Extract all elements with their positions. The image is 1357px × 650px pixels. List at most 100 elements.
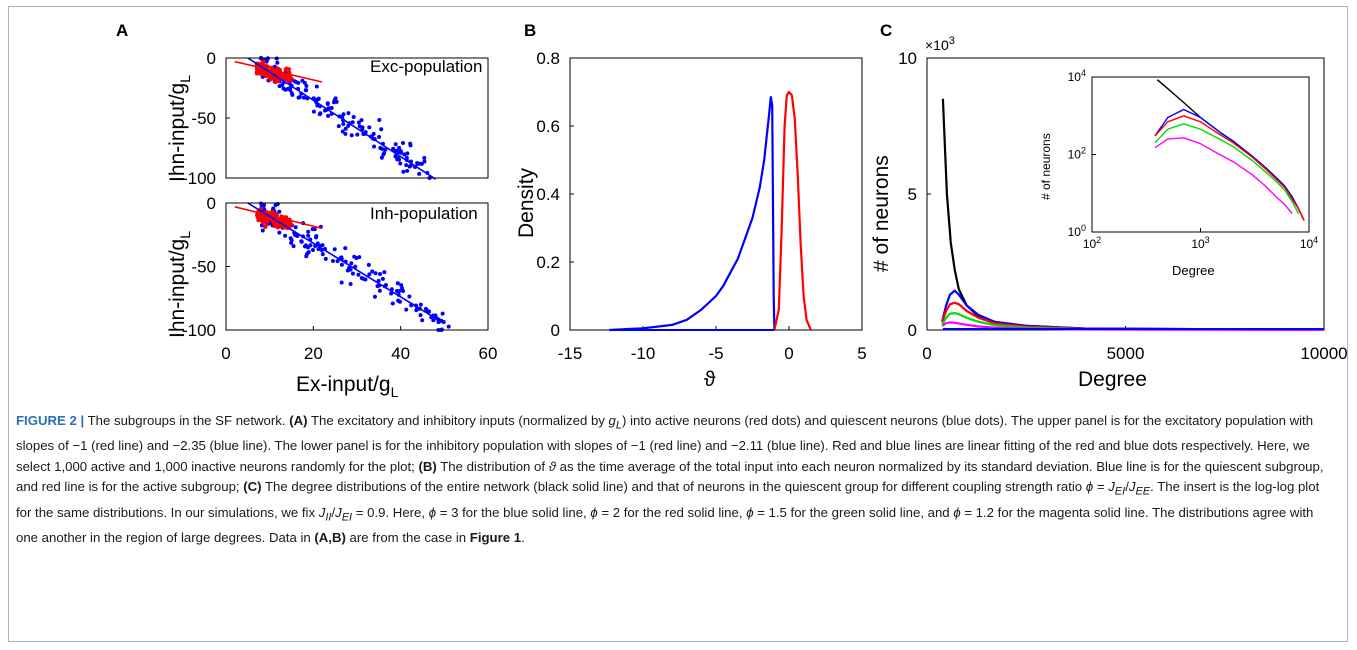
scatter-point — [390, 301, 395, 306]
y-tick-label: 0.4 — [536, 185, 560, 204]
scatter-point — [355, 132, 360, 137]
y-tick-label: 0.6 — [536, 117, 560, 136]
scatter-point — [274, 56, 279, 61]
scatter-point — [289, 91, 294, 96]
scatter-point — [383, 147, 388, 152]
scatter-point — [405, 151, 410, 156]
scatter-point — [293, 232, 298, 237]
panel-c-ylabel: # of neurons — [870, 155, 893, 272]
scatter-point — [356, 120, 361, 125]
scatter-point — [350, 271, 355, 276]
scatter-point — [262, 203, 267, 208]
x-tick-label: 0 — [221, 344, 230, 363]
panel-c-inset-ylabel: # of neurons — [1039, 133, 1053, 200]
scatter-point — [308, 243, 313, 248]
scatter-point — [346, 111, 351, 116]
scatter-point — [419, 161, 424, 166]
x-tick-label: 0 — [922, 344, 931, 363]
scatter-point — [277, 84, 282, 89]
scatter-point — [296, 80, 301, 85]
y-tick-label: 0 — [207, 49, 216, 68]
scatter-point — [335, 259, 340, 264]
scatter-point — [396, 298, 401, 303]
scatter-point — [422, 159, 427, 164]
scatter-point — [357, 124, 362, 129]
scatter-point — [372, 144, 377, 149]
scatter-point — [398, 149, 403, 154]
x-tick-label: 40 — [391, 344, 410, 363]
panel-a-bottom-title: Inh-population — [370, 204, 478, 223]
scatter-point — [422, 155, 427, 160]
scatter-point — [350, 120, 355, 125]
scatter-point — [265, 58, 270, 63]
scatter-point — [274, 213, 279, 218]
scatter-point — [404, 163, 409, 168]
panel-b-xlabel: ϑ — [704, 368, 716, 391]
scatter-point — [407, 294, 412, 299]
fit-line — [234, 206, 323, 230]
scatter-point — [310, 247, 315, 252]
scatter-point — [340, 129, 345, 134]
scatter-point — [439, 327, 444, 332]
scatter-point — [320, 252, 325, 257]
scatter-point — [343, 131, 348, 136]
scatter-point — [367, 125, 372, 130]
scatter-point — [401, 141, 406, 146]
scatter-point — [370, 269, 375, 274]
scatter-point — [277, 230, 282, 235]
scatter-point — [395, 281, 400, 286]
scatter-point — [420, 318, 425, 323]
figure-caption-body: The subgroups in the SF network. (A) The… — [16, 413, 1324, 545]
scatter-point — [397, 145, 402, 150]
scatter-point — [314, 84, 319, 89]
scatter-point — [378, 271, 383, 276]
x-tick-label: -5 — [708, 344, 723, 363]
scatter-point — [351, 115, 356, 120]
panel-a-bottom-ylabel: Ihn-input/gL — [166, 231, 193, 338]
scatter-point — [380, 276, 385, 281]
scatter-point — [303, 88, 308, 93]
scatter-point — [339, 262, 344, 267]
scatter-point — [404, 155, 409, 160]
scatter-point — [296, 95, 301, 100]
y-tick-label: 0 — [908, 321, 917, 340]
y-tick-label: 10 — [898, 49, 917, 68]
figure-caption-label: FIGURE 2 | — [16, 413, 85, 428]
fit-line — [247, 202, 445, 325]
panel-b-letter: B — [524, 21, 536, 40]
y-tick-label: -100 — [182, 321, 216, 340]
scatter-point — [373, 271, 378, 276]
scatter-point — [304, 252, 309, 257]
scatter-point — [339, 280, 344, 285]
panel-c-exponent: ×103 — [925, 35, 955, 53]
scatter-point — [366, 262, 371, 267]
series-line — [1154, 123, 1300, 214]
scatter-point — [316, 96, 321, 101]
scatter-point — [299, 239, 304, 244]
x-tick-label: 104 — [1300, 235, 1318, 251]
scatter-point — [377, 135, 382, 140]
scatter-point — [261, 59, 266, 64]
scatter-point — [259, 218, 264, 223]
scatter-point — [275, 60, 280, 65]
x-tick-label: 5 — [857, 344, 866, 363]
panel-a-top-ylabel: Ihn-input/gL — [166, 75, 193, 182]
scatter-point — [283, 233, 288, 238]
scatter-point — [268, 210, 273, 215]
scatter-point — [301, 95, 306, 100]
scatter-point — [408, 141, 413, 146]
scatter-point — [289, 238, 294, 243]
scatter-point — [346, 123, 351, 128]
figure-caption: FIGURE 2 | The subgroups in the SF netwo… — [16, 411, 1338, 548]
scatter-point — [262, 207, 267, 212]
scatter-point — [260, 228, 265, 233]
fit-line — [247, 57, 437, 180]
scatter-point — [256, 218, 261, 223]
scatter-point — [275, 66, 280, 71]
scatter-point — [256, 67, 261, 72]
scatter-point — [349, 261, 354, 266]
scatter-point — [399, 283, 404, 288]
scatter-point — [306, 233, 311, 238]
series-line — [609, 95, 776, 332]
x-tick-label: -15 — [558, 344, 583, 363]
